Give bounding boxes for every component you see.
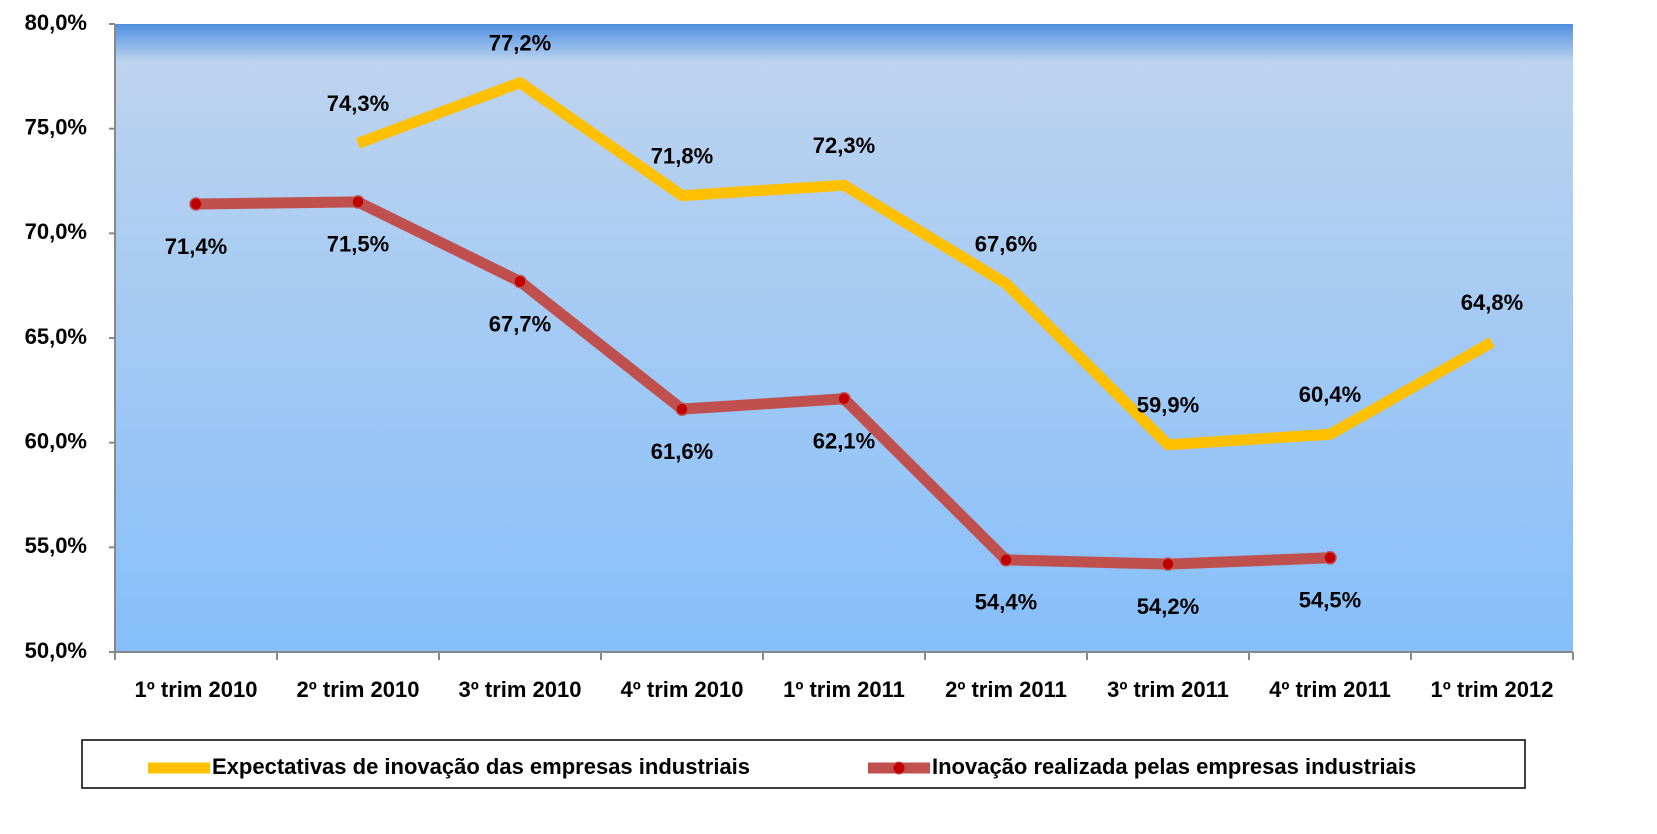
data-label: 61,6% (651, 439, 713, 464)
data-label: 67,7% (489, 311, 551, 336)
data-label: 59,9% (1137, 393, 1199, 418)
data-label: 71,5% (327, 232, 389, 257)
x-tick-label: 1º trim 2012 (1431, 677, 1554, 702)
y-tick-label: 60,0% (25, 428, 87, 453)
data-label: 74,3% (327, 91, 389, 116)
legend-label: Expectativas de inovação das empresas in… (212, 754, 750, 779)
series-line (195, 196, 1331, 570)
y-tick-label: 70,0% (25, 219, 87, 244)
data-label: 77,2% (489, 30, 551, 55)
marker (1161, 557, 1175, 571)
x-tick-label: 3º trim 2011 (1107, 677, 1229, 702)
data-label: 71,4% (165, 234, 227, 259)
x-tick-label: 3º trim 2010 (459, 677, 582, 702)
x-tick-label: 4º trim 2011 (1269, 677, 1391, 702)
data-label: 54,4% (975, 590, 1037, 615)
x-tick-label: 1º trim 2011 (783, 677, 905, 702)
data-label: 72,3% (813, 133, 875, 158)
marker (999, 553, 1013, 567)
x-tick-label: 1º trim 2010 (135, 677, 258, 702)
legend-box (81, 739, 1526, 789)
data-label: 54,2% (1137, 594, 1199, 619)
marker (513, 274, 527, 289)
y-tick-label: 75,0% (25, 114, 87, 139)
y-tick-label: 80,0% (25, 10, 87, 35)
x-tick-label: 2º trim 2011 (945, 677, 1067, 702)
series-line (356, 77, 1495, 451)
legend-label: Inovação realizada pelas empresas indust… (932, 754, 1416, 779)
data-label: 60,4% (1299, 382, 1361, 407)
data-label: 64,8% (1461, 290, 1523, 315)
data-label: 62,1% (813, 429, 875, 454)
marker (675, 402, 689, 416)
marker (1323, 551, 1337, 565)
plot-area (115, 24, 1573, 652)
marker (837, 391, 851, 406)
data-label: 71,8% (651, 143, 713, 168)
y-tick-label: 50,0% (25, 638, 87, 663)
marker (189, 197, 203, 211)
x-tick-label: 2º trim 2010 (297, 677, 420, 702)
marker (351, 195, 365, 209)
data-label: 54,5% (1299, 588, 1361, 613)
x-tick-label: 4º trim 2010 (621, 677, 744, 702)
data-label: 67,6% (975, 231, 1037, 256)
y-tick-label: 55,0% (25, 533, 87, 558)
y-tick-label: 65,0% (25, 324, 87, 349)
legend-marker (892, 761, 906, 775)
